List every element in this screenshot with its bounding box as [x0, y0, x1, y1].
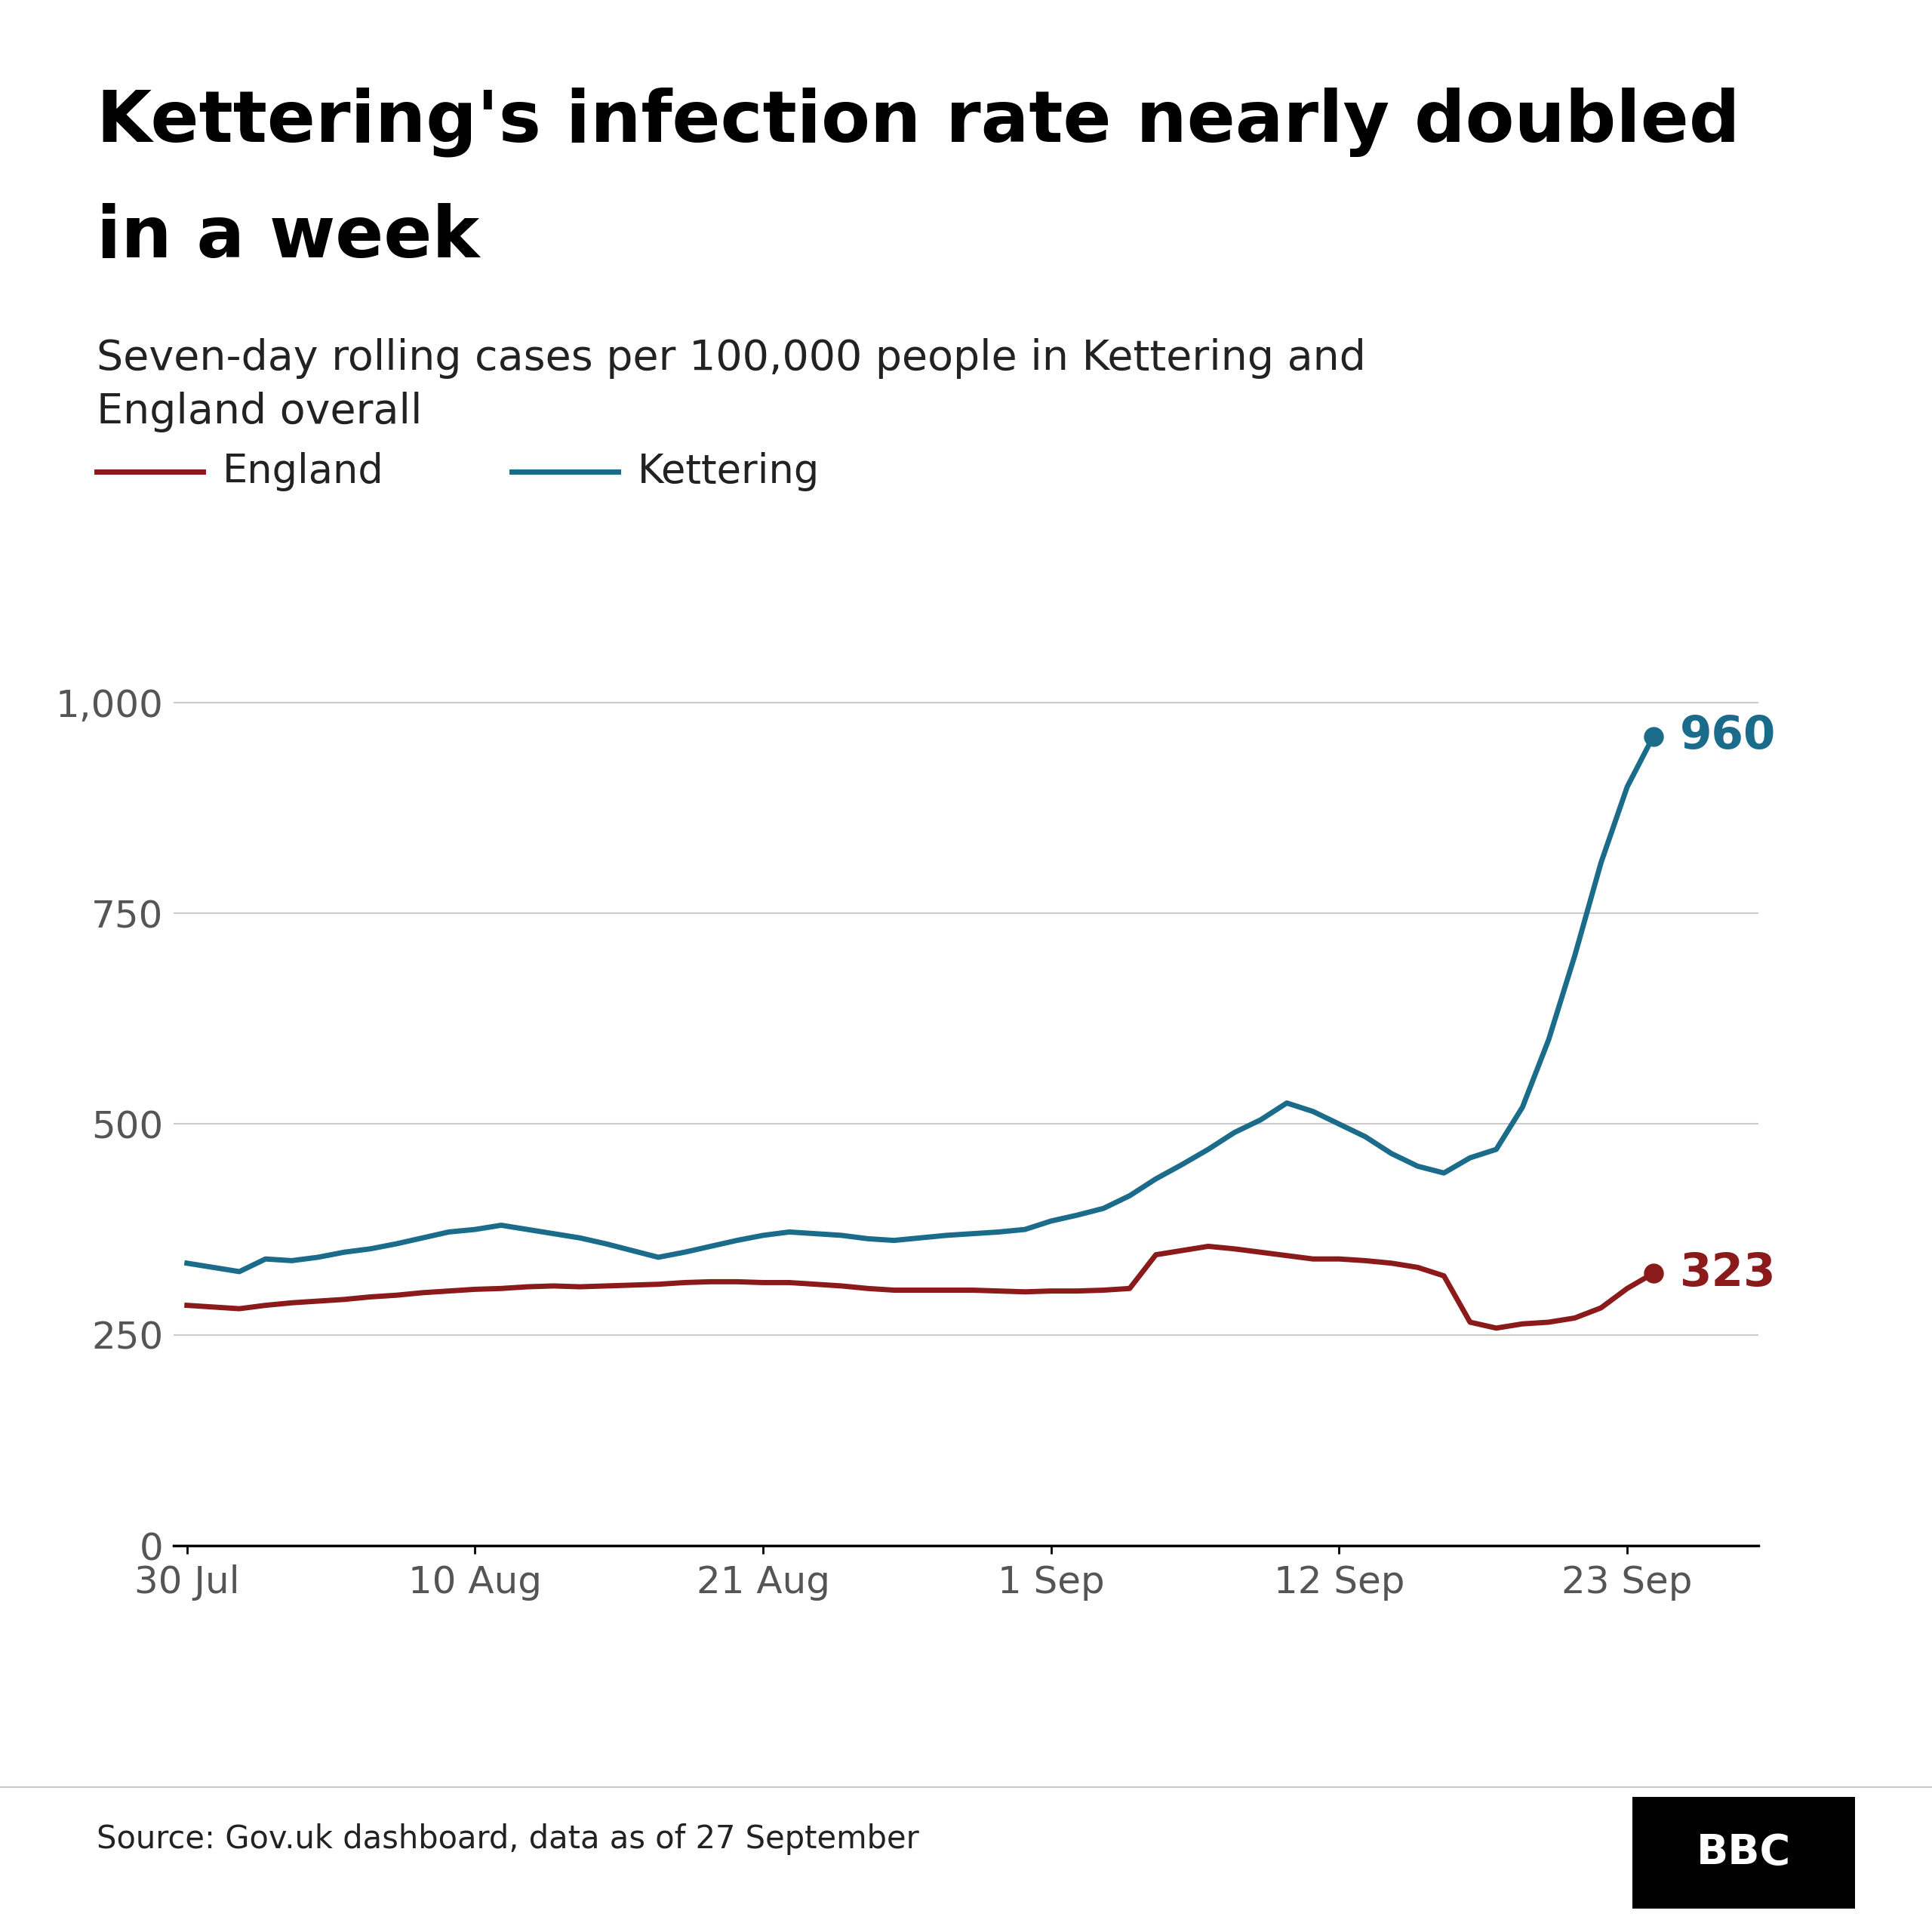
Text: Kettering: Kettering — [638, 452, 819, 491]
Text: in a week: in a week — [97, 203, 479, 272]
Text: Seven-day rolling cases per 100,000 people in Kettering and
England overall: Seven-day rolling cases per 100,000 peop… — [97, 338, 1366, 433]
Text: England: England — [222, 452, 383, 491]
Text: BBC: BBC — [1696, 1832, 1791, 1874]
Text: 323: 323 — [1679, 1252, 1776, 1296]
Text: 960: 960 — [1679, 715, 1776, 759]
Text: Kettering's infection rate nearly doubled: Kettering's infection rate nearly double… — [97, 87, 1741, 156]
Text: Source: Gov.uk dashboard, data as of 27 September: Source: Gov.uk dashboard, data as of 27 … — [97, 1824, 920, 1855]
